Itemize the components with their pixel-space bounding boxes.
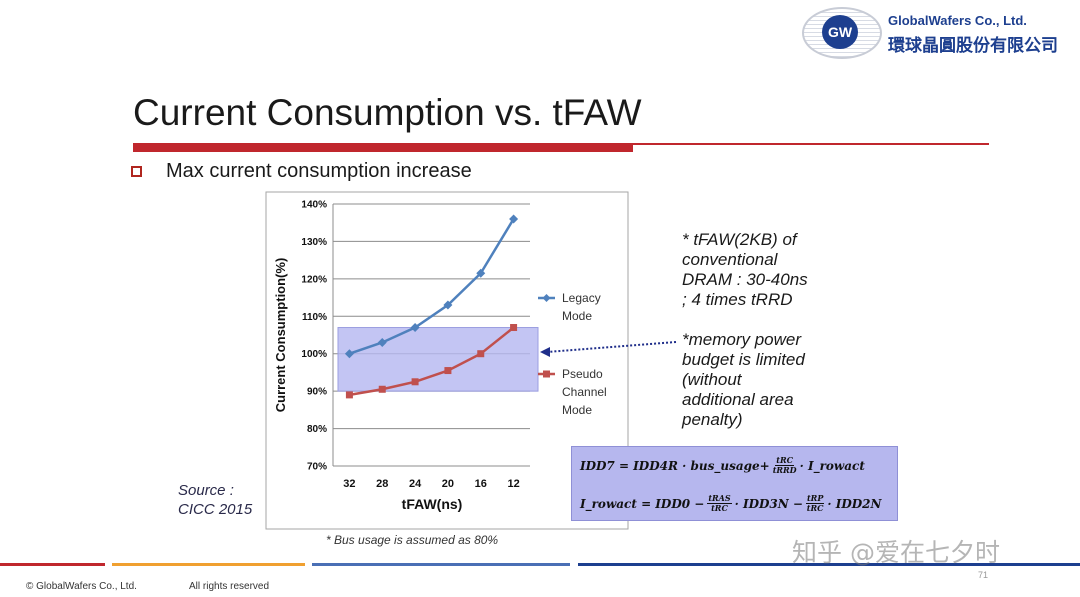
title-underline-rule bbox=[633, 143, 989, 145]
data-point-diamond bbox=[443, 300, 453, 310]
data-point-square bbox=[411, 378, 419, 386]
x-tick-label: 20 bbox=[442, 478, 454, 490]
fraction-trc-trrd: tRC tRRD bbox=[772, 455, 797, 475]
logo-mark: GW bbox=[822, 15, 858, 49]
y-tick-label: 70% bbox=[307, 462, 327, 473]
formula-idd7-rhs: · I_rowact bbox=[799, 458, 865, 473]
x-axis-label: tFAW(ns) bbox=[402, 496, 463, 512]
data-point-diamond bbox=[344, 349, 354, 359]
y-tick-label: 80% bbox=[307, 424, 327, 435]
legend-label: Pseudo bbox=[562, 367, 603, 381]
legend-label: Legacy bbox=[562, 291, 601, 305]
y-tick-label: 120% bbox=[301, 274, 327, 285]
formula-idd7-lhs: IDD7 = IDD4R · bus_usage+ bbox=[580, 458, 770, 473]
slide-title: Current Consumption vs. tFAW bbox=[133, 92, 642, 133]
data-point-square bbox=[345, 391, 353, 399]
footer-copyright: © GlobalWafers Co., Ltd. bbox=[26, 581, 137, 592]
data-point-square bbox=[444, 367, 452, 375]
power-budget-band bbox=[337, 327, 539, 392]
y-axis-label: Current Consumption(%) bbox=[273, 258, 288, 413]
x-tick-label: 12 bbox=[507, 478, 519, 490]
bus-usage-footnote: * Bus usage is assumed as 80% bbox=[326, 533, 499, 547]
chart-series bbox=[344, 214, 519, 399]
x-tick-label: 24 bbox=[409, 478, 422, 490]
data-point-square bbox=[477, 350, 485, 358]
fraction-tras-trc: tRAS tRC bbox=[707, 493, 732, 513]
y-tick-label: 100% bbox=[301, 349, 327, 360]
data-point-diamond bbox=[509, 214, 519, 224]
y-tick-label: 140% bbox=[301, 200, 327, 211]
fraction-trp-trc: tRP tRC bbox=[805, 493, 825, 513]
x-tick-label: 32 bbox=[343, 478, 355, 490]
title-underline-bar bbox=[133, 143, 633, 152]
watermark-text: 知乎 @爱在七夕时 bbox=[792, 538, 1000, 567]
footer-color-bars bbox=[0, 563, 1080, 566]
formula-box: IDD7 = IDD4R · bus_usage+ tRC tRRD · I_ro… bbox=[571, 446, 898, 521]
y-tick-label: 110% bbox=[302, 312, 327, 323]
formula-irowact-end: · IDD2N bbox=[827, 496, 882, 511]
budget-arrow-head bbox=[540, 347, 550, 357]
data-point-square bbox=[378, 385, 386, 393]
data-point-diamond bbox=[377, 337, 387, 347]
data-point-diamond bbox=[476, 268, 486, 278]
company-name-en: GlobalWafers Co., Ltd. bbox=[888, 13, 1027, 28]
legend-label: Channel bbox=[562, 385, 607, 399]
series-line-1 bbox=[349, 326, 515, 397]
legend-label: Mode bbox=[562, 403, 592, 417]
data-point-diamond bbox=[410, 323, 420, 333]
x-tick-label: 16 bbox=[475, 478, 487, 490]
legend-marker-square bbox=[543, 370, 550, 378]
tfaw-note: * tFAW(2KB) of conventional DRAM : 30-40… bbox=[682, 230, 808, 309]
bullet-text: Max current consumption increase bbox=[166, 160, 472, 182]
formula-irowact: I_rowact = IDD0 − tRAS tRC · IDD3N − tRP t… bbox=[580, 494, 881, 513]
memory-budget-note: *memory power budget is limited (without… bbox=[682, 330, 805, 429]
footer-rights: All rights reserved bbox=[189, 581, 270, 592]
legend-label: Mode bbox=[562, 309, 592, 323]
formula-idd7: IDD7 = IDD4R · bus_usage+ tRC tRRD · I_ro… bbox=[580, 456, 865, 475]
y-axis-ticks: 70% 80% 90% 100% 110% 120% 130% 140% bbox=[301, 200, 327, 473]
y-tick-label: 90% bbox=[307, 387, 327, 398]
formula-irowact-mid: · IDD3N − bbox=[734, 496, 803, 511]
formula-irowact-lhs: I_rowact = IDD0 − bbox=[580, 496, 705, 511]
series-line-0 bbox=[349, 218, 515, 355]
y-tick-label: 130% bbox=[301, 237, 327, 248]
bullet-square-icon bbox=[131, 166, 142, 177]
company-name-cn: 環球晶圓股份有限公司 bbox=[888, 36, 1058, 56]
source-citation: Source : CICC 2015 bbox=[178, 482, 253, 518]
legend-marker-diamond bbox=[542, 294, 551, 302]
chart-legend: Legacy Mode Pseudo Channel Mode bbox=[538, 291, 607, 417]
page-number: 71 bbox=[978, 570, 989, 580]
x-tick-label: 28 bbox=[376, 478, 388, 490]
budget-arrow bbox=[546, 341, 677, 353]
x-axis-ticks: 32 28 24 20 16 12 bbox=[343, 478, 519, 490]
data-point-square bbox=[510, 324, 518, 332]
